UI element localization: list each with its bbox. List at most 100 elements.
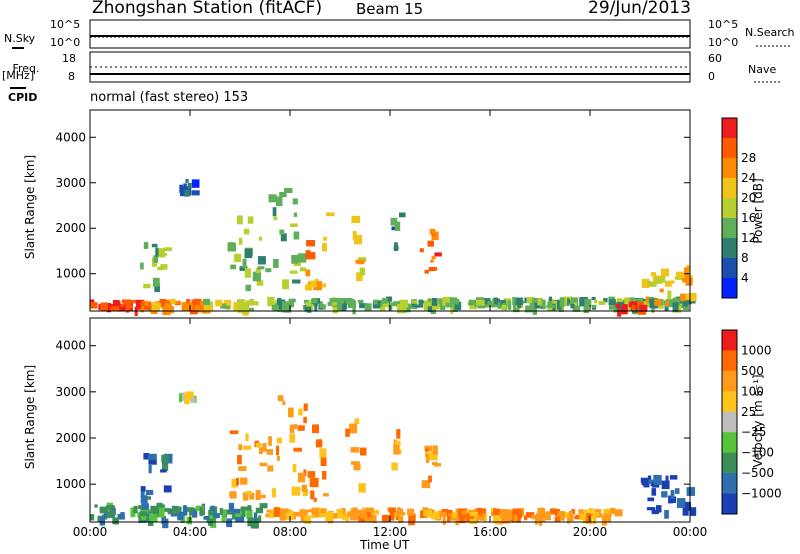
velocity-echo-cell: [566, 514, 574, 522]
power-echo-cell: [672, 302, 679, 312]
power-echo-cell: [617, 309, 622, 317]
velocity-echo-cell: [186, 517, 192, 525]
velocity-echo-cell: [255, 507, 264, 514]
power-echo-cell: [682, 272, 689, 283]
velocity-echo-cell: [301, 484, 307, 492]
power-echo-cell: [445, 302, 453, 308]
velocity-echo-cell: [646, 479, 655, 484]
freq-tick-bottom: 8: [68, 70, 75, 83]
velocity-echo-cell: [461, 510, 467, 515]
power-echo-cell: [184, 189, 190, 197]
power-colorbar-tick: 24: [741, 171, 756, 185]
power-echoes: [90, 178, 697, 317]
power-echo-cell: [194, 305, 201, 312]
velocity-echo-cell: [225, 509, 234, 515]
velocity-echo-cell: [665, 475, 669, 484]
x-tick-label: 04:00: [173, 525, 208, 539]
velocity-colorbar-swatch: [722, 350, 737, 372]
velocity-echo-cell: [592, 514, 597, 525]
power-echo-cell: [670, 280, 675, 284]
velocity-echo-cell: [140, 491, 145, 498]
power-colorbar-tick: 12: [741, 231, 756, 245]
power-echo-cell: [415, 304, 420, 308]
power-echo-cell: [624, 297, 630, 306]
power-echo-cell: [682, 302, 689, 307]
velocity-echo-cell: [391, 462, 398, 471]
power-echo-cell: [332, 303, 339, 314]
power-echo-cell: [140, 302, 145, 307]
velocity-echo-cell: [140, 516, 147, 520]
power-echo-cell: [385, 296, 391, 306]
power-echo-cell: [279, 192, 287, 198]
power-echo-cell: [635, 301, 644, 308]
velocity-echo-cell: [245, 433, 249, 442]
power-echo-cell: [151, 302, 161, 312]
power-echo-cell: [432, 267, 438, 271]
velocity-echo-cell: [396, 429, 401, 439]
x-tick-label: 20:00: [573, 525, 608, 539]
power-echo-cell: [632, 304, 636, 311]
power-echo-cell: [427, 240, 434, 247]
power-echo-cell: [572, 305, 581, 312]
power-echo-cell: [256, 280, 264, 286]
velocity-echo-cell: [265, 513, 270, 518]
power-echo-cell: [140, 307, 144, 313]
velocity-echo-cell: [231, 478, 238, 488]
velocity-echo-cell: [304, 515, 311, 524]
power-echo-cell: [161, 301, 165, 307]
power-echo-cell: [272, 207, 277, 217]
power-echo-cell: [239, 266, 248, 271]
power-colorbar-swatch: [722, 198, 737, 219]
x-tick-label: 08:00: [273, 525, 308, 539]
power-colorbar-swatch: [722, 118, 737, 139]
power-echo-cell: [423, 302, 432, 307]
velocity-echo-cell: [323, 493, 329, 497]
velocity-echo-cell: [240, 507, 246, 517]
velocity-echo-cell: [565, 512, 570, 517]
velocity-echo-cell: [568, 511, 574, 516]
power-echo-cell: [616, 298, 623, 304]
velocity-echo-cell: [231, 509, 236, 519]
power-echo-cell: [353, 234, 363, 245]
velocity-echo-cell: [435, 511, 440, 517]
velocity-echo-cell: [99, 506, 108, 514]
power-echo-cell: [258, 236, 263, 241]
power-echo-cell: [654, 299, 662, 306]
power-echo-cell: [382, 297, 388, 304]
velocity-echo-cell: [133, 506, 138, 514]
velocity-echo-cell: [347, 511, 355, 517]
velocity-echo-cell: [292, 463, 297, 473]
power-echo-cell: [647, 281, 657, 287]
velocity-echo-cell: [441, 509, 449, 513]
power-echo-cell: [358, 257, 367, 262]
velocity-echo-cell: [245, 490, 252, 495]
power-echo-cell: [223, 299, 232, 310]
power-echo-cell: [512, 296, 516, 305]
power-echo-cell: [273, 259, 279, 268]
power-echo-cell: [255, 267, 261, 274]
power-echo-cell: [645, 303, 654, 307]
velocity-echo-cell: [555, 508, 560, 516]
power-colorbar-tick: 28: [741, 151, 756, 165]
velocity-echo-cell: [303, 416, 307, 424]
velocity-echo-cell: [255, 442, 262, 448]
power-echo-cell: [442, 296, 451, 306]
power-echo-cell: [355, 259, 364, 264]
power-echo-cell: [271, 305, 279, 311]
power-echo-cell: [570, 304, 575, 309]
power-ytick-label: 3000: [55, 176, 86, 190]
velocity-echo-cell: [293, 424, 298, 430]
velocity-ytick-label: 4000: [55, 339, 86, 353]
velocity-echo-cell: [242, 492, 249, 501]
velocity-echo-cell: [650, 482, 655, 487]
velocity-echo-cell: [149, 512, 158, 522]
power-echo-cell: [140, 262, 144, 270]
velocity-echo-cell: [424, 450, 429, 457]
velocity-echo-cell: [350, 461, 360, 465]
velocity-echo-cell: [689, 507, 697, 516]
velocity-echo-cell: [358, 483, 366, 493]
velocity-echo-cell: [685, 501, 691, 511]
velocity-echo-cell: [141, 503, 149, 510]
power-echo-cell: [247, 216, 254, 224]
velocity-echo-cell: [531, 514, 538, 520]
